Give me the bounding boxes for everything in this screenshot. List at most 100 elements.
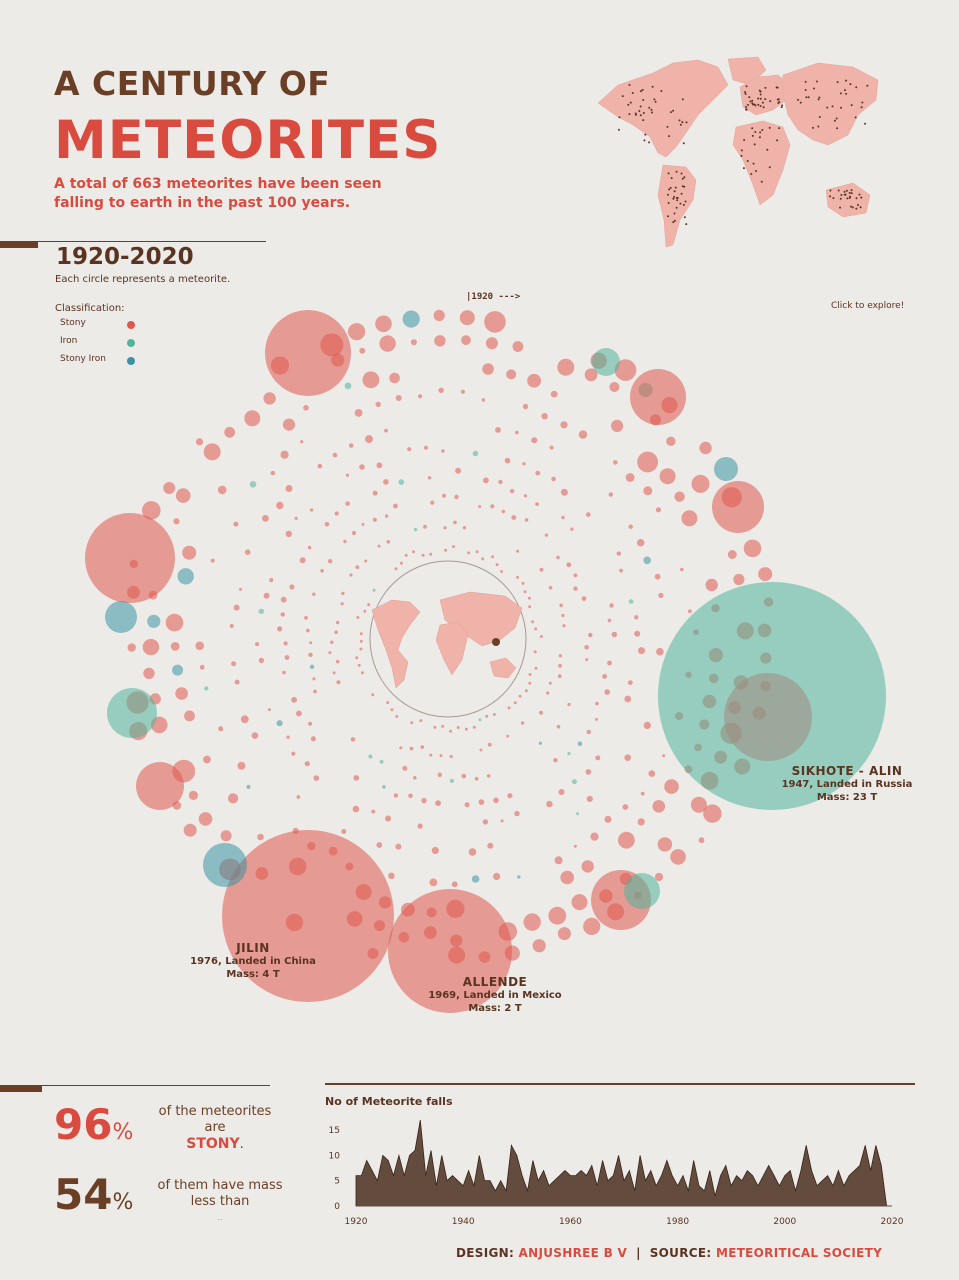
meteorite-circle[interactable] bbox=[485, 714, 489, 718]
meteorite-circle[interactable] bbox=[356, 616, 360, 619]
meteorite-circle[interactable] bbox=[277, 626, 283, 632]
meteorite-circle[interactable] bbox=[468, 848, 477, 856]
meteorite-circle[interactable] bbox=[364, 559, 368, 563]
meteorite-circle[interactable] bbox=[348, 443, 354, 448]
meteorite-circle[interactable] bbox=[557, 358, 575, 376]
meteorite-circle[interactable] bbox=[170, 642, 180, 651]
meteorite-circle[interactable] bbox=[375, 315, 392, 333]
meteorite-circle[interactable] bbox=[516, 549, 520, 553]
meteorite-circle[interactable] bbox=[402, 765, 408, 771]
meteorite-circle[interactable] bbox=[471, 875, 480, 883]
meteorite-circle[interactable] bbox=[393, 503, 398, 509]
meteorite-circle[interactable] bbox=[433, 725, 437, 729]
meteorite-circle[interactable] bbox=[309, 641, 313, 645]
meteorite-circle[interactable] bbox=[345, 501, 350, 506]
meteorite-circle[interactable] bbox=[487, 842, 494, 849]
meteorite-circle[interactable] bbox=[395, 715, 399, 718]
meteorite-circle[interactable] bbox=[402, 310, 420, 328]
meteorite-circle[interactable] bbox=[231, 661, 237, 667]
meteorite-circle[interactable] bbox=[410, 721, 414, 725]
callout-sikhote-alin[interactable]: SIKHOTE - ALIN 1947, Landed in Russia Ma… bbox=[772, 765, 922, 804]
meteorite-circle[interactable] bbox=[300, 440, 304, 444]
meteorite-circle[interactable] bbox=[573, 844, 577, 848]
meteorite-circle[interactable] bbox=[558, 789, 565, 795]
large-meteorite-circle[interactable] bbox=[203, 843, 247, 887]
meteorite-circle[interactable] bbox=[165, 613, 184, 632]
meteorite-circle[interactable] bbox=[142, 501, 161, 520]
large-meteorite-circle[interactable] bbox=[105, 601, 137, 633]
meteorite-circle[interactable] bbox=[573, 586, 578, 591]
meteorite-circle[interactable] bbox=[195, 641, 204, 651]
meteorite-circle[interactable] bbox=[282, 418, 296, 431]
meteorite-circle[interactable] bbox=[324, 522, 330, 527]
meteorite-circle[interactable] bbox=[527, 596, 531, 600]
meteorite-circle[interactable] bbox=[424, 445, 428, 450]
meteorite-circle[interactable] bbox=[395, 843, 402, 850]
meteorite-circle[interactable] bbox=[595, 717, 598, 721]
meteorite-circle[interactable] bbox=[349, 573, 353, 577]
meteorite-circle[interactable] bbox=[478, 505, 482, 509]
meteorite-circle[interactable] bbox=[656, 647, 664, 656]
meteorite-circle[interactable] bbox=[590, 832, 599, 841]
meteorite-circle[interactable] bbox=[442, 493, 447, 498]
large-meteorite-circle[interactable] bbox=[724, 673, 812, 761]
meteorite-circle[interactable] bbox=[506, 369, 517, 380]
meteorite-circle[interactable] bbox=[399, 561, 403, 565]
callout-jilin[interactable]: JILIN 1976, Landed in China Mass: 4 T bbox=[178, 942, 328, 981]
meteorite-circle[interactable] bbox=[280, 612, 285, 617]
meteorite-circle[interactable] bbox=[286, 735, 290, 739]
meteorite-circle[interactable] bbox=[372, 517, 377, 522]
meteorite-circle[interactable] bbox=[522, 462, 526, 466]
meteorite-circle[interactable] bbox=[421, 797, 427, 804]
meteorite-circle[interactable] bbox=[588, 632, 593, 638]
meteorite-circle[interactable] bbox=[163, 482, 176, 494]
meteorite-circle[interactable] bbox=[384, 428, 388, 433]
meteorite-circle[interactable] bbox=[334, 511, 339, 516]
meteorite-circle[interactable] bbox=[361, 522, 365, 526]
meteorite-circle[interactable] bbox=[515, 430, 519, 435]
meteorite-circle[interactable] bbox=[553, 758, 558, 763]
meteorite-circle[interactable] bbox=[439, 754, 443, 758]
meteorite-circle[interactable] bbox=[527, 373, 541, 388]
meteorite-circle[interactable] bbox=[267, 708, 271, 712]
meteorite-circle[interactable] bbox=[523, 494, 528, 498]
meteorite-circle[interactable] bbox=[182, 545, 197, 560]
meteorite-circle[interactable] bbox=[258, 608, 264, 614]
meteorite-circle[interactable] bbox=[449, 778, 454, 783]
meteorite-circle[interactable] bbox=[328, 559, 333, 564]
meteorite-circle[interactable] bbox=[455, 467, 462, 474]
meteorite-circle[interactable] bbox=[609, 382, 620, 392]
meteorite-circle[interactable] bbox=[690, 796, 707, 813]
meteorite-circle[interactable] bbox=[570, 527, 574, 531]
meteorite-circle[interactable] bbox=[372, 588, 376, 592]
meteorite-circle[interactable] bbox=[413, 527, 418, 532]
meteorite-circle[interactable] bbox=[467, 551, 471, 555]
meteorite-circle[interactable] bbox=[309, 664, 315, 669]
large-meteorite-circle[interactable] bbox=[624, 873, 660, 909]
meteorite-circle[interactable] bbox=[464, 727, 468, 731]
meteorite-circle[interactable] bbox=[304, 616, 308, 620]
meteorite-circle[interactable] bbox=[727, 550, 737, 559]
meteorite-circle[interactable] bbox=[528, 673, 532, 676]
meteorite-circle[interactable] bbox=[616, 551, 621, 556]
meteorite-circle[interactable] bbox=[418, 394, 423, 399]
meteorite-circle[interactable] bbox=[680, 567, 684, 572]
meteorite-circle[interactable] bbox=[444, 548, 448, 552]
meteorite-circle[interactable] bbox=[743, 539, 762, 558]
meteorite-circle[interactable] bbox=[203, 443, 221, 461]
falls-area-chart[interactable]: 0 5 10 15 1920 1940 1960 1980 2000 2020 bbox=[320, 1115, 910, 1230]
meteorite-circle[interactable] bbox=[472, 450, 479, 457]
meteorite-circle[interactable] bbox=[334, 630, 338, 635]
meteorite-circle[interactable] bbox=[317, 463, 323, 469]
meteorite-circle[interactable] bbox=[376, 462, 383, 469]
meteorite-circle[interactable] bbox=[460, 389, 465, 394]
meteorite-circle[interactable] bbox=[270, 470, 275, 476]
meteorite-circle[interactable] bbox=[304, 761, 310, 767]
meteorite-circle[interactable] bbox=[249, 481, 257, 488]
meteorite-circle[interactable] bbox=[619, 568, 623, 573]
meteorite-circle[interactable] bbox=[328, 651, 332, 655]
meteorite-circle[interactable] bbox=[698, 837, 705, 844]
meteorite-circle[interactable] bbox=[535, 502, 539, 506]
meteorite-circle[interactable] bbox=[611, 419, 624, 432]
meteorite-circle[interactable] bbox=[475, 550, 479, 554]
